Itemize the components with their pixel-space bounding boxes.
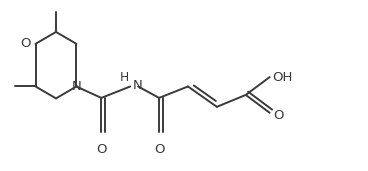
Text: O: O	[154, 143, 164, 156]
Text: O: O	[21, 37, 31, 50]
Text: OH: OH	[273, 71, 293, 84]
Text: O: O	[274, 109, 284, 122]
Text: N: N	[133, 80, 143, 93]
Text: N: N	[71, 81, 81, 94]
Text: O: O	[96, 143, 107, 156]
Text: H: H	[120, 70, 129, 83]
